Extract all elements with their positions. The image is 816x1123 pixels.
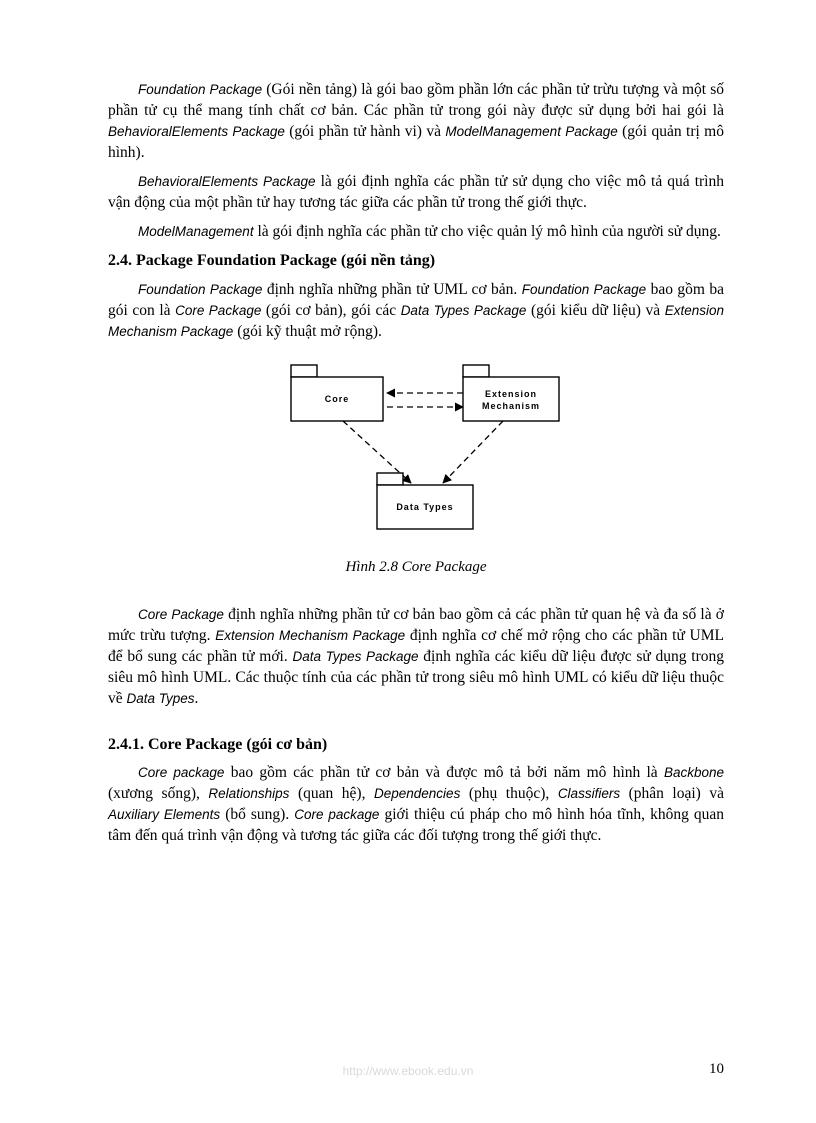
svg-text:Mechanism: Mechanism <box>482 401 540 411</box>
term: Core Package <box>175 303 261 318</box>
svg-text:Extension: Extension <box>485 389 537 399</box>
term: Data Types <box>127 691 195 706</box>
svg-text:Data Types: Data Types <box>396 502 453 512</box>
figure-caption: Hình 2.8 Core Package <box>108 557 724 577</box>
svg-text:Core: Core <box>325 394 350 404</box>
footer-url: http://www.ebook.edu.vn <box>0 1063 816 1079</box>
uml-package-diagram: Core Extension Mechanism Data Types <box>247 357 585 547</box>
term: Extension Mechanism Package <box>215 628 405 643</box>
term: Data Types Package <box>292 649 418 664</box>
term: Backbone <box>664 765 724 780</box>
term: BehavioralElements Package <box>138 174 316 189</box>
paragraph-4: Foundation Package định nghĩa những phần… <box>108 280 724 343</box>
term: Foundation Package <box>522 282 646 297</box>
term: Foundation Package <box>138 282 262 297</box>
term: Dependencies <box>374 786 460 801</box>
term: Core Package <box>138 607 224 622</box>
term: Core package <box>138 765 224 780</box>
page-number: 10 <box>709 1059 724 1079</box>
term: Foundation Package <box>138 82 262 97</box>
term: BehavioralElements Package <box>108 124 285 139</box>
heading-2-4-1: 2.4.1. Core Package (gói cơ bản) <box>108 734 724 756</box>
term: Core package <box>294 807 379 822</box>
paragraph-6: Core package bao gồm các phần tử cơ bản … <box>108 763 724 847</box>
paragraph-5: Core Package định nghĩa những phần tử cơ… <box>108 605 724 710</box>
figure-core-package: Core Extension Mechanism Data Types <box>108 357 724 547</box>
term: ModelManagement <box>138 224 254 239</box>
term: ModelManagement Package <box>445 124 617 139</box>
paragraph-2: BehavioralElements Package là gói định n… <box>108 172 724 214</box>
paragraph-1: Foundation Package (Gói nền tảng) là gói… <box>108 80 724 164</box>
term: Data Types Package <box>401 303 527 318</box>
paragraph-3: ModelManagement là gói định nghĩa các ph… <box>108 222 724 243</box>
heading-2-4: 2.4. Package Foundation Package (gói nền… <box>108 250 724 272</box>
term: Relationships <box>208 786 289 801</box>
term: Auxiliary Elements <box>108 807 220 822</box>
term: Classifiers <box>558 786 620 801</box>
